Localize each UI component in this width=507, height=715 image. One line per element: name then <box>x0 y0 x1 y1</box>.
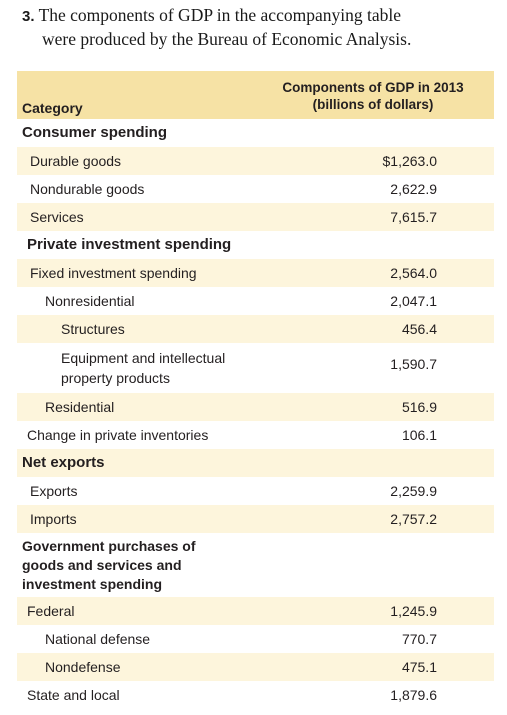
table-row: Change in private inventories 106.1 <box>17 421 494 449</box>
row-value: 2,564.0 <box>390 265 437 281</box>
table-row: Structures 456.4 <box>17 315 494 343</box>
question-line-1: 3. The components of GDP in the accompan… <box>22 4 500 28</box>
row-label: State and local <box>27 687 120 703</box>
row-value: $1,263.0 <box>382 153 438 169</box>
table-row: Exports 2,259.9 <box>17 477 494 505</box>
row-label: Change in private inventories <box>27 427 209 443</box>
row-label-line-1: Equipment and intellectual <box>61 350 226 366</box>
table-row: State and local 1,879.6 <box>17 681 494 709</box>
table-row: Durable goods $1,263.0 <box>17 147 494 175</box>
row-label: National defense <box>45 631 151 647</box>
row-label: Federal <box>27 603 75 619</box>
table-row: Imports 2,757.2 <box>17 505 494 533</box>
section-row-consumer-spending: Consumer spending <box>17 119 494 147</box>
row-value: 1,245.9 <box>390 603 437 619</box>
section-row-private-investment: Private investment spending <box>17 231 494 259</box>
question-text: 3. The components of GDP in the accompan… <box>22 4 500 50</box>
row-label: Net exports <box>22 454 105 471</box>
row-value: 516.9 <box>401 399 437 415</box>
category-header: Category <box>22 100 83 116</box>
row-label: Equipment and intellectual property prod… <box>17 348 225 388</box>
table-row: Fixed investment spending 2,564.0 <box>17 259 494 287</box>
question-line-2: were produced by the Bureau of Economic … <box>42 29 412 49</box>
row-value: 770.7 <box>401 631 437 647</box>
table-row: National defense 770.7 <box>17 625 494 653</box>
row-value: 1,879.6 <box>390 687 437 703</box>
row-value: 2,259.9 <box>390 483 437 499</box>
table-row: Services 7,615.7 <box>17 203 494 231</box>
row-label: Consumer spending <box>22 124 168 141</box>
row-label: Nondefense <box>45 659 121 675</box>
row-value: 456.4 <box>401 321 437 337</box>
value-column-header-line-1: Components of GDP in 2013 <box>282 80 464 95</box>
row-label-line-3: investment spending <box>22 575 163 592</box>
row-value: 2,757.2 <box>390 511 437 527</box>
row-label: Durable goods <box>30 153 122 169</box>
row-value: 2,047.1 <box>390 293 437 309</box>
row-label: Exports <box>30 483 78 499</box>
row-label-line-2: property products <box>61 370 170 386</box>
gdp-components-table: Category Components of GDP in 2013 (bill… <box>17 71 494 709</box>
row-value: 2,622.9 <box>390 181 437 197</box>
row-label-line-1: Government purchases of <box>22 537 196 554</box>
question-line-1-text: The components of GDP in the accompanyin… <box>38 5 401 25</box>
row-label: Residential <box>45 399 115 415</box>
value-column-header-line-2: (billions of dollars) <box>312 97 434 112</box>
row-label-line-2: goods and services and <box>22 556 182 573</box>
value-column-header: Components of GDP in 2013 (billions of d… <box>253 79 493 113</box>
row-value: 475.1 <box>401 659 437 675</box>
row-value: 7,615.7 <box>390 209 437 225</box>
row-value: 106.1 <box>401 427 437 443</box>
row-label: Imports <box>30 511 77 527</box>
table-header: Category Components of GDP in 2013 (bill… <box>17 71 494 119</box>
section-row-government-purchases: Government purchases of goods and servic… <box>17 533 494 597</box>
table-row: Federal 1,245.9 <box>17 597 494 625</box>
row-label: Structures <box>61 321 125 337</box>
table-row: Residential 516.9 <box>17 393 494 421</box>
table-row: Nondurable goods 2,622.9 <box>17 175 494 203</box>
row-value: 1,590.7 <box>390 356 437 372</box>
row-label: Services <box>30 209 84 225</box>
row-label: Nondurable goods <box>30 181 145 197</box>
section-row-net-exports: Net exports <box>17 449 494 477</box>
row-label: Fixed investment spending <box>30 265 197 281</box>
question-number: 3. <box>22 8 35 25</box>
table-row: Nonresidential 2,047.1 <box>17 287 494 315</box>
row-label: Private investment spending <box>27 236 232 253</box>
row-label: Nonresidential <box>45 293 135 309</box>
table-row: Equipment and intellectual property prod… <box>17 343 494 393</box>
table-row: Nondefense 475.1 <box>17 653 494 681</box>
row-label: Government purchases of goods and servic… <box>17 537 196 594</box>
